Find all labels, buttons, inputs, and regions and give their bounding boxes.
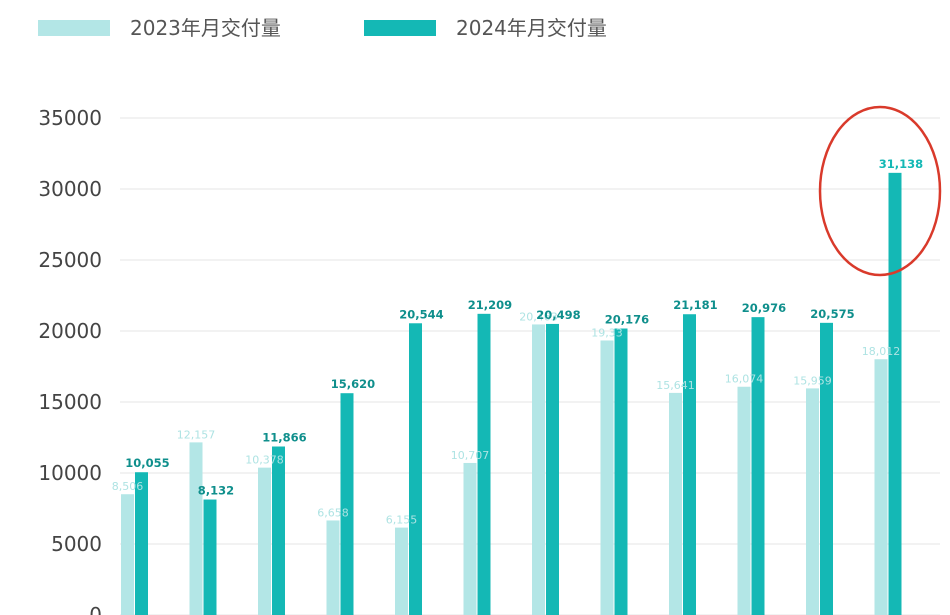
data-label-2024: 10,055 <box>125 456 169 470</box>
data-label-2024: 31,138 <box>879 157 923 171</box>
gridlines <box>120 117 940 615</box>
bar-2024 <box>272 446 285 615</box>
highlight-circle <box>818 105 942 277</box>
data-label-2024: 11,866 <box>262 431 306 445</box>
data-label-2024: 21,209 <box>468 298 512 312</box>
bar-2024 <box>683 314 696 615</box>
data-label-2024: 20,498 <box>536 308 580 322</box>
data-label-2023: 6,658 <box>317 506 349 519</box>
data-label-2024: 8,132 <box>198 484 234 498</box>
data-label-2023: 10,378 <box>245 454 284 467</box>
y-tick-label: 20000 <box>38 319 102 343</box>
data-label-2023: 12,157 <box>177 428 216 441</box>
y-tick-label: 5000 <box>51 532 102 556</box>
bar-2024 <box>888 172 902 615</box>
bar-2024 <box>614 328 628 615</box>
y-tick-label: 35000 <box>38 106 102 130</box>
bar-2023 <box>806 388 819 615</box>
bar-2024 <box>751 317 765 615</box>
bar-2023 <box>737 386 751 615</box>
bar-2023 <box>326 520 340 615</box>
bar-2024 <box>340 393 354 615</box>
data-label-2023: 20,463 <box>519 310 558 323</box>
data-label-2023: 8,506 <box>112 480 144 493</box>
data-label-2023: 18,012 <box>862 345 901 358</box>
bar-2023 <box>669 392 682 615</box>
bars <box>121 172 902 615</box>
bar-2023 <box>600 340 614 615</box>
data-labels: 8,506 10,055 12,157 8,132 10,378 11,866 6,658 1… <box>112 157 923 527</box>
bar-2023 <box>258 467 271 615</box>
legend: 2023年月交付量 2024年月交付量 <box>38 16 607 40</box>
data-label-2024: 21,181 <box>673 298 717 312</box>
data-label-2023: 19,33 <box>591 326 623 339</box>
bar-2024 <box>546 323 559 615</box>
legend-label-2024: 2024年月交付量 <box>456 16 607 40</box>
y-tick-label: 10000 <box>38 461 102 485</box>
bar-2024 <box>820 322 833 615</box>
legend-swatch-2023 <box>38 20 110 36</box>
bar-2024 <box>477 313 491 615</box>
y-tick-label: 0 <box>89 603 102 615</box>
data-label-2024: 20,575 <box>810 307 854 321</box>
legend-swatch-2024 <box>364 20 436 36</box>
bar-2023 <box>874 359 888 615</box>
data-label-2023: 15,641 <box>656 379 695 392</box>
y-axis: 0 5000 10000 15000 20000 25000 30000 35000 <box>38 106 102 615</box>
data-label-2024: 20,176 <box>605 313 649 327</box>
data-label-2023: 6,155 <box>386 514 418 527</box>
bar-2024 <box>409 323 422 615</box>
y-tick-label: 15000 <box>38 390 102 414</box>
y-tick-label: 30000 <box>38 177 102 201</box>
data-label-2023: 16,074 <box>725 373 764 386</box>
bar-2023 <box>189 442 203 615</box>
data-label-2024: 20,976 <box>742 301 786 315</box>
bar-2023 <box>395 527 408 615</box>
data-label-2023: 10,707 <box>451 449 490 462</box>
bar-2023 <box>463 462 477 615</box>
bar-2023 <box>121 494 134 615</box>
data-label-2023: 15,959 <box>793 374 832 387</box>
bar-2024 <box>203 499 217 615</box>
bar-2024 <box>135 472 148 615</box>
data-label-2024: 20,544 <box>399 307 443 321</box>
bar-2023 <box>532 324 545 615</box>
y-tick-label: 25000 <box>38 248 102 272</box>
data-label-2024: 15,620 <box>331 377 375 391</box>
legend-label-2023: 2023年月交付量 <box>130 16 281 40</box>
